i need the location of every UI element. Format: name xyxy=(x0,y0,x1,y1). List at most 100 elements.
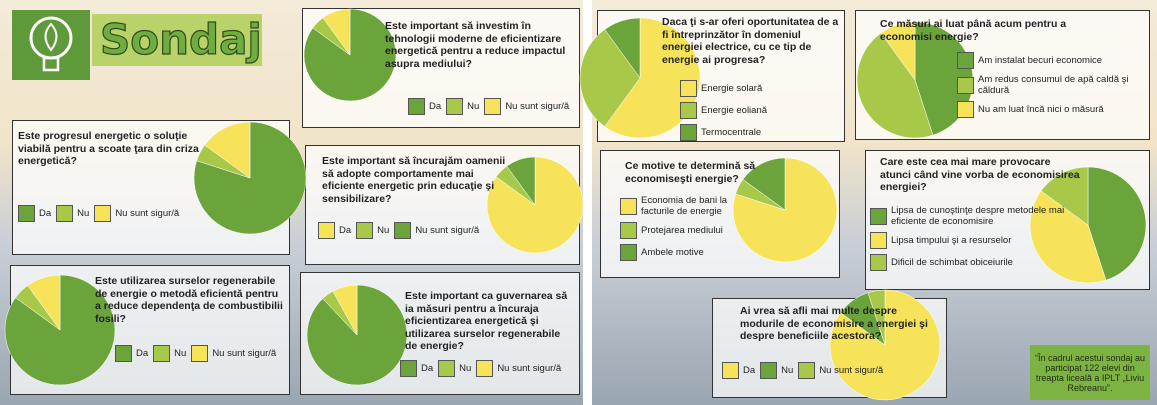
bulb-base xyxy=(42,56,60,72)
legend: Da Nu Nu sunt sigur/ă xyxy=(722,362,892,379)
legend: Da Nu Nu sunt sigur/ă xyxy=(115,345,285,362)
legend-label: Nu am luat încă nici o măsură xyxy=(978,104,1104,115)
pie-slice xyxy=(204,121,251,179)
legend-swatch xyxy=(798,362,816,379)
pie-slice xyxy=(506,156,536,206)
legend-item: Nu xyxy=(153,345,186,362)
leaf-icon xyxy=(44,22,58,52)
legend-item: Dificil de schimbat obiceiurile xyxy=(870,254,1070,271)
legend-swatch xyxy=(476,360,494,377)
note: “În cadrul acestui sondaj au participat … xyxy=(1030,345,1150,400)
legend-label: Economia de bani la facturile de energie xyxy=(641,195,728,217)
pie-slice xyxy=(332,284,358,336)
legend: Da Nu Nu sunt sigur/ă xyxy=(18,205,218,222)
legend-item: Nu xyxy=(356,222,389,239)
legend-swatch xyxy=(957,52,974,69)
pie-slice xyxy=(732,157,838,263)
legend-label: Dificil de schimbat obiceiurile xyxy=(891,257,1013,268)
legend-item: Nu xyxy=(56,205,89,222)
legend-item: Energie solară xyxy=(680,80,830,97)
legend-item: Am redus consumul de apă caldă şi căldur… xyxy=(957,74,1142,96)
legend-label: Da xyxy=(429,101,442,112)
legend-label: Nu xyxy=(467,101,480,112)
legend-item: Nu am luat încă nici o măsură xyxy=(957,101,1142,118)
pie-slice xyxy=(27,274,61,331)
legend-label: Nu xyxy=(377,225,390,236)
legend-swatch xyxy=(870,254,887,271)
legend-item: Protejarea mediului xyxy=(620,222,755,239)
pie-slice xyxy=(1029,190,1107,284)
legend-swatch xyxy=(484,98,502,115)
legend-swatch xyxy=(438,360,456,377)
legend-item: Da xyxy=(18,205,51,222)
legend-swatch xyxy=(115,345,132,362)
legend-label: Da xyxy=(743,365,756,376)
pie-slice xyxy=(856,32,934,139)
question: Ce motive te determină să economiseşti e… xyxy=(625,160,756,185)
legend-label: Ambele motive xyxy=(641,247,704,258)
pie-slice xyxy=(867,289,886,346)
pie-slice xyxy=(1087,166,1147,281)
legend-item: Nu sunt sigur/ă xyxy=(394,222,479,239)
pie-slice xyxy=(604,17,641,79)
legend-item: Nu xyxy=(438,360,471,377)
pie-slice xyxy=(604,17,701,139)
legend-label: Nu sunt sigur/ă xyxy=(505,101,570,112)
legend-swatch xyxy=(191,345,209,362)
legend-swatch xyxy=(870,232,887,249)
legend: Da Nu Nu sunt sigur/ă xyxy=(408,98,578,115)
page-title: Sondaj xyxy=(100,15,262,64)
legend-item: Ambele motive xyxy=(620,244,755,261)
question: Este progresul energetic o soluţie viabi… xyxy=(18,130,199,168)
legend-item: Nu sunt sigur/ă xyxy=(484,98,569,115)
legend-swatch xyxy=(394,222,412,239)
legend-label: Nu xyxy=(781,365,794,376)
legend-item: Nu xyxy=(760,362,793,379)
legend-item: Da xyxy=(318,222,351,239)
legend-swatch xyxy=(957,101,974,118)
question: Este important ca guvernarea să ia măsur… xyxy=(405,290,568,353)
legend-swatch xyxy=(620,197,637,215)
pie-slice xyxy=(322,8,351,56)
legend-item: Nu sunt sigur/ă xyxy=(191,345,276,362)
legend-swatch xyxy=(957,76,974,94)
legend-label: Nu sunt sigur/ă xyxy=(415,225,480,236)
legend-label: Lipsa timpului şi a resurselor xyxy=(891,235,1012,246)
legend-item: Economia de bani la facturile de energie xyxy=(620,195,755,217)
question: Daca ţi s-ar oferi oportunitatea de a fi… xyxy=(662,16,839,66)
pie-slice xyxy=(742,157,786,211)
question: Este important să investim în tehnologii… xyxy=(385,20,566,70)
legend-label: Nu sunt sigur/ă xyxy=(115,208,180,219)
legend-swatch xyxy=(408,98,425,115)
question: Ce măsuri ai luat până acum pentru a eco… xyxy=(880,18,1067,43)
legend-swatch xyxy=(400,360,417,377)
legend-item: Termocentrale xyxy=(680,124,830,141)
legend-label: Energie solară xyxy=(701,83,763,94)
legend-item: Nu sunt sigur/ă xyxy=(798,362,883,379)
icon-bg xyxy=(12,10,90,80)
legend-swatch xyxy=(356,222,374,239)
legend-swatch xyxy=(56,205,74,222)
legend-label: Da xyxy=(339,225,352,236)
legend-swatch xyxy=(680,124,697,141)
legend-label: Nu xyxy=(77,208,90,219)
legend-swatch xyxy=(153,345,171,362)
legend-label: Energie eoliană xyxy=(701,105,768,116)
legend-label: Am redus consumul de apă caldă şi căldur… xyxy=(978,74,1129,96)
question: Ai vrea să afli mai multe despre moduril… xyxy=(740,305,928,343)
legend-swatch xyxy=(620,244,637,261)
legend-item: Da xyxy=(408,98,441,115)
legend-label: Nu sunt sigur/ă xyxy=(497,363,562,374)
pie-slice xyxy=(193,121,307,235)
legend-item: Energie eoliană xyxy=(680,102,830,119)
question: Este important să încurajăm oamenii să a… xyxy=(322,155,506,205)
legend-swatch xyxy=(722,362,739,379)
legend: Da Nu Nu sunt sigur/ă xyxy=(400,360,575,377)
legend-swatch xyxy=(680,102,697,119)
pie-slice xyxy=(880,21,916,81)
legend-swatch xyxy=(620,222,637,239)
legend: Energie solară Energie eoliană Termocentra… xyxy=(680,80,830,141)
legend-swatch xyxy=(870,207,887,225)
legend-label: Da xyxy=(421,363,434,374)
